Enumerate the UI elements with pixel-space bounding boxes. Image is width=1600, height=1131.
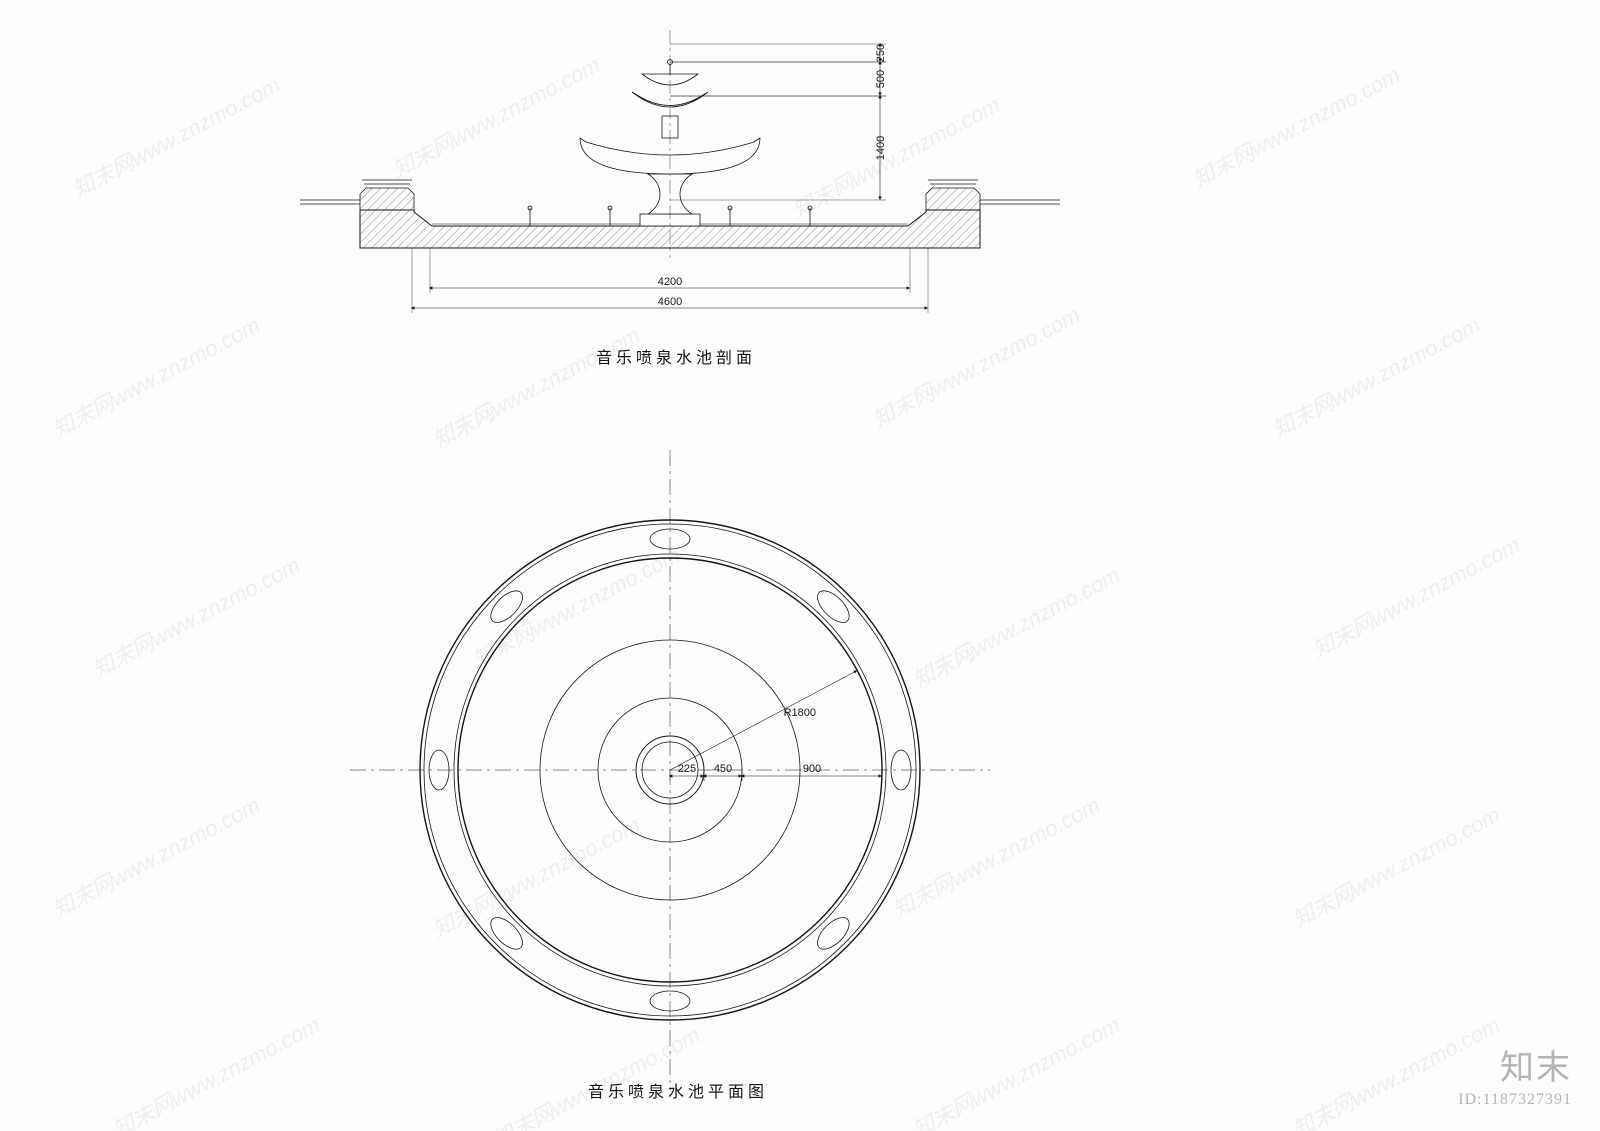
svg-text:450: 450 <box>714 763 732 775</box>
svg-text:R1800: R1800 <box>784 707 816 719</box>
footer-id: ID:1187327391 <box>1458 1090 1572 1109</box>
svg-text:4200: 4200 <box>658 276 682 288</box>
svg-text:1400: 1400 <box>875 136 887 160</box>
plan-caption: 音乐喷泉水池平面图 <box>588 1078 768 1102</box>
section-drawing: 250 500 1400 4200 4600 <box>0 0 1600 340</box>
section-caption: 音乐喷泉水池剖面 <box>596 344 756 368</box>
footer-brand: 知末 ID:1187327391 <box>1458 1049 1572 1109</box>
plan-drawing: R1800 225 450 900 <box>0 430 1600 1110</box>
svg-text:900: 900 <box>803 763 821 775</box>
footer-brand-name: 知末 <box>1458 1049 1572 1090</box>
svg-text:225: 225 <box>678 763 696 775</box>
svg-text:500: 500 <box>875 70 887 88</box>
svg-text:250: 250 <box>875 44 887 62</box>
svg-text:4600: 4600 <box>658 296 682 308</box>
